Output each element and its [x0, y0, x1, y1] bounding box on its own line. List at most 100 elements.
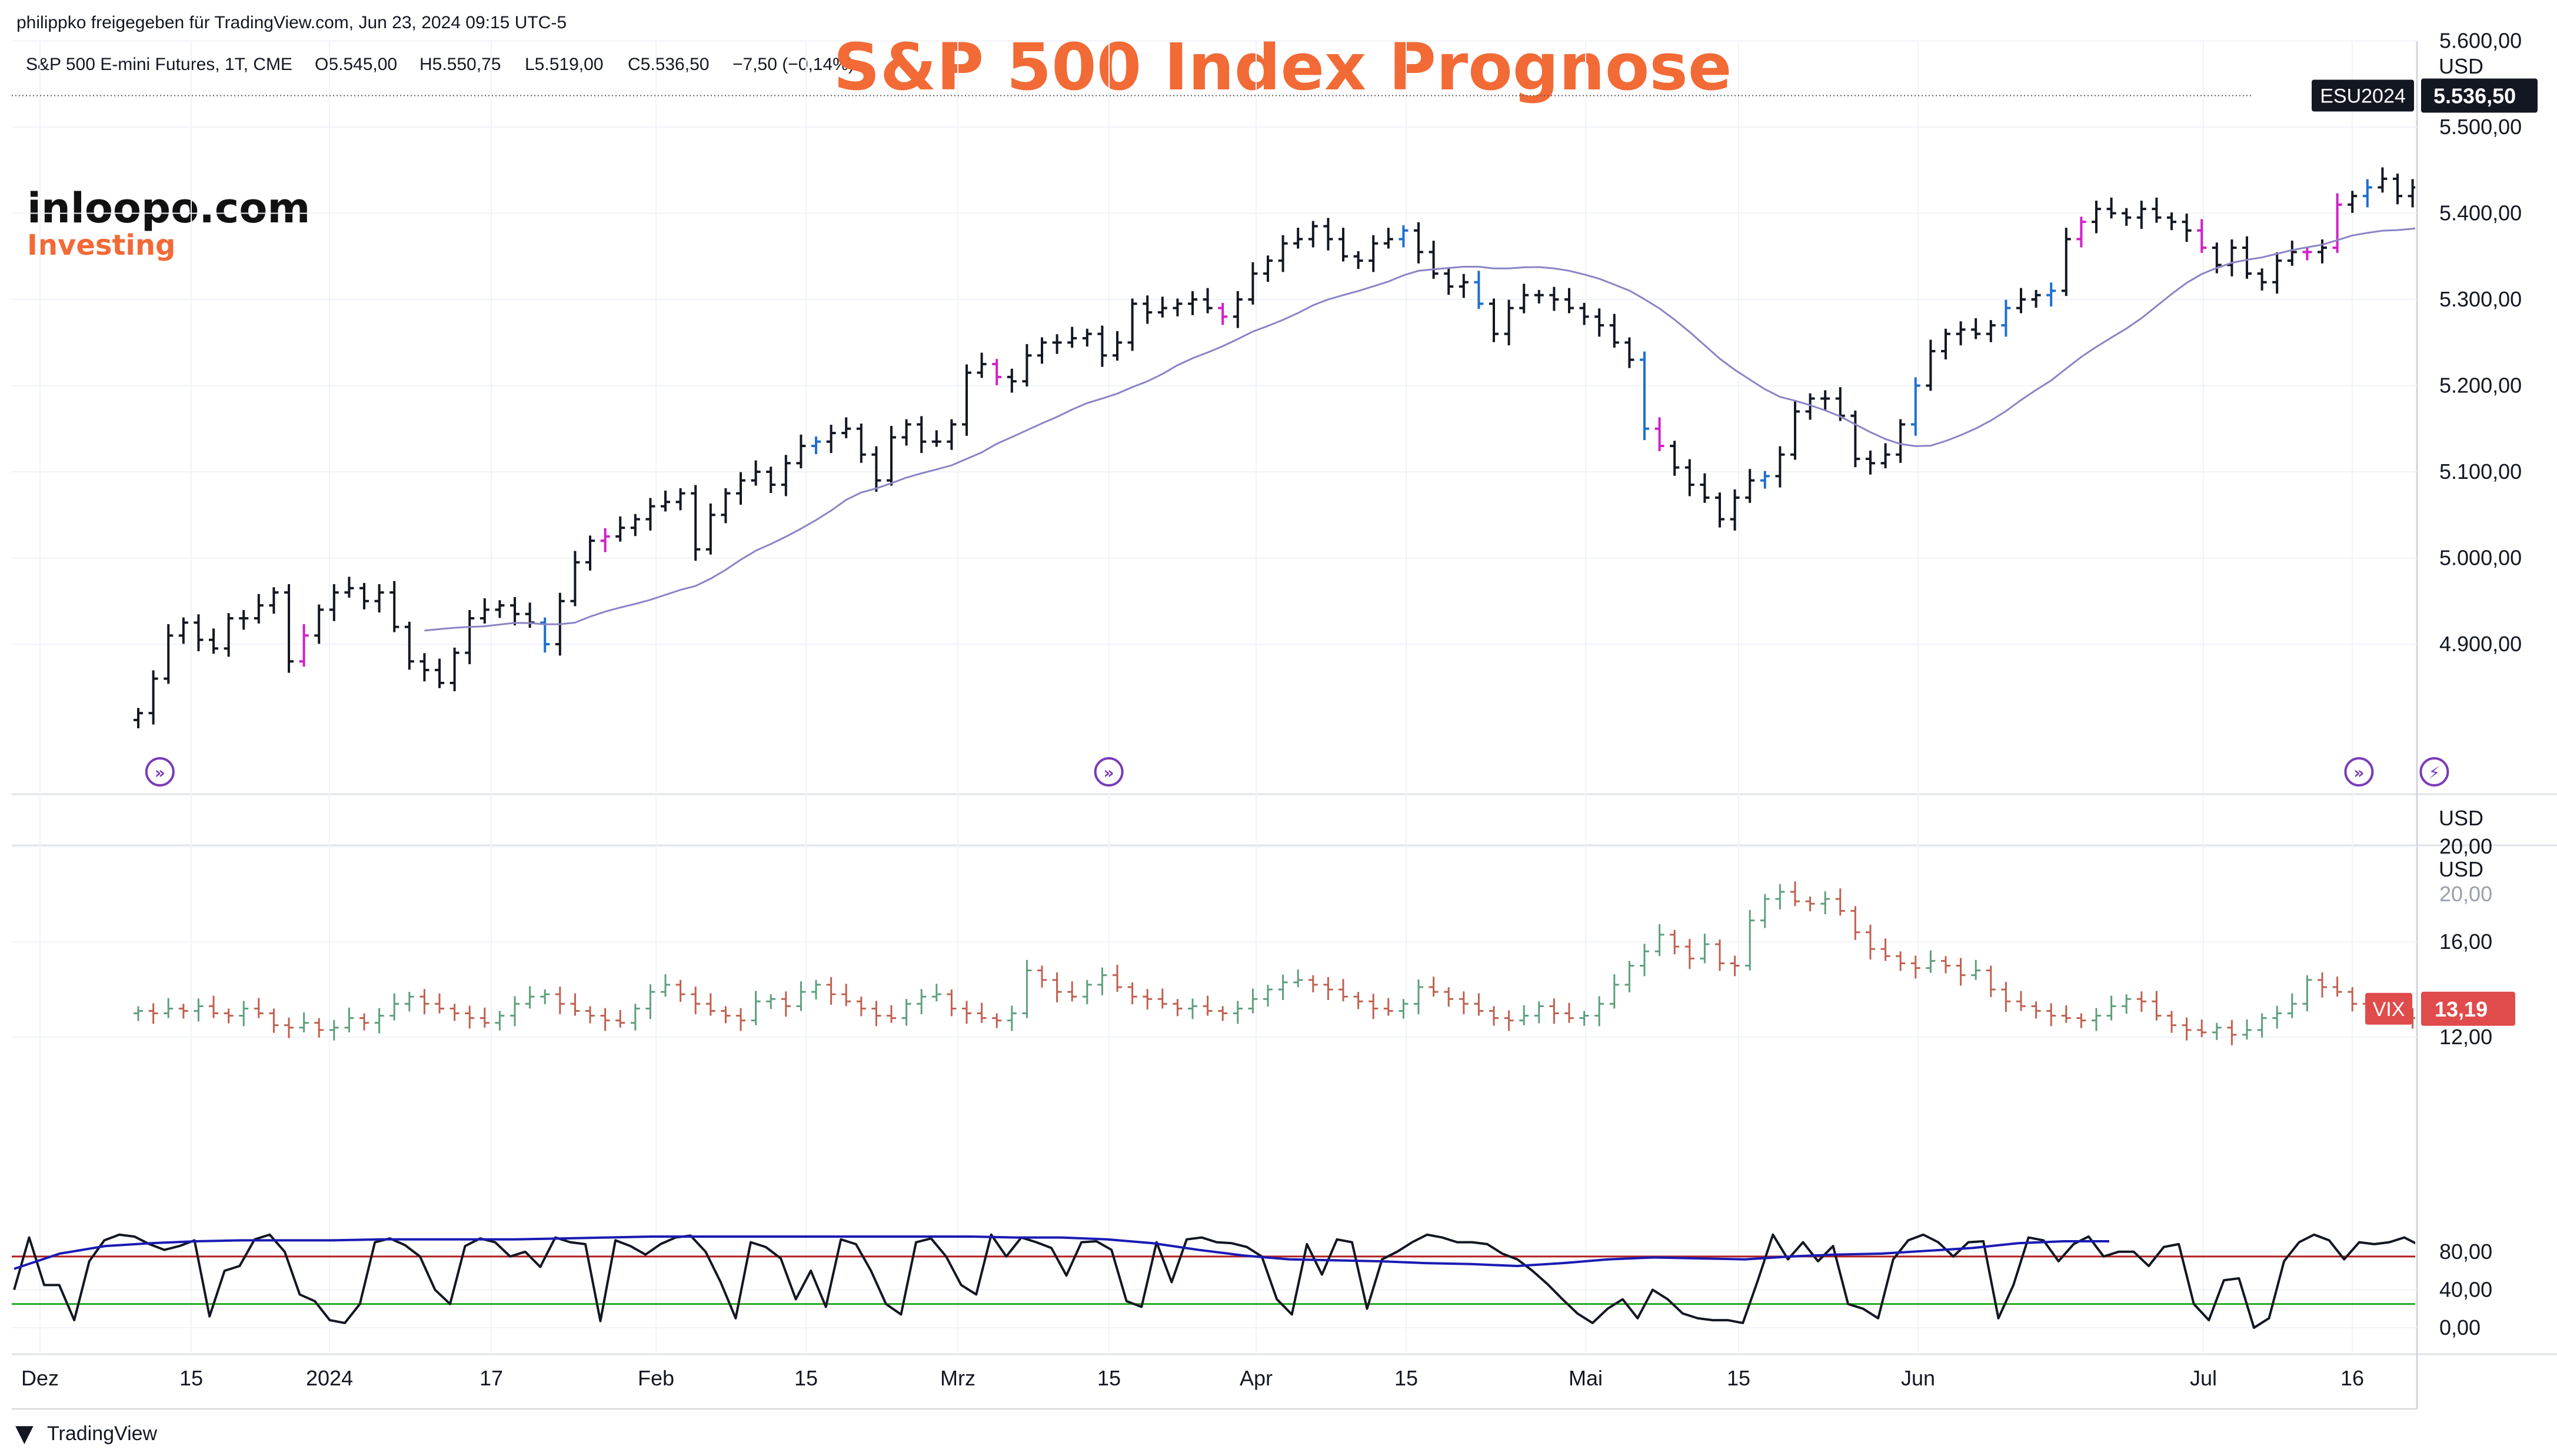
price-bar [419, 989, 430, 1015]
price-bar [1835, 888, 1845, 916]
forward-event-icon[interactable]: » [2344, 757, 2374, 787]
event-markers[interactable]: » » » ⚡ [145, 757, 2449, 787]
price-bar [826, 977, 836, 1005]
price-bar [2197, 219, 2207, 253]
price-bar [977, 1002, 987, 1023]
price-bar [239, 1001, 249, 1027]
price-bar [2227, 1019, 2237, 1045]
price-bar [134, 1006, 143, 1021]
price-bar [1369, 994, 1379, 1019]
price-bar [148, 1003, 158, 1024]
price-bar [374, 584, 384, 613]
price-bar [1880, 443, 1890, 469]
lightning-event-icon[interactable]: ⚡ [2419, 757, 2449, 787]
event-icon-ring [1094, 757, 1124, 787]
price-bar [1850, 906, 1860, 940]
price-bar [1308, 975, 1318, 992]
y-tick-label: 20,00 [2439, 834, 2492, 858]
price-bar [2182, 214, 2192, 242]
price-bar [841, 984, 851, 1007]
currency-label-main[interactable]: USD [2439, 54, 2483, 78]
price-bar [1399, 225, 1409, 248]
price-bar [901, 419, 911, 446]
price-bar [1986, 965, 1996, 997]
price-bar [1624, 337, 1634, 368]
vix-pane[interactable] [134, 881, 2557, 1045]
price-bar [344, 577, 354, 598]
price-bar [1218, 302, 1228, 325]
price-bar [962, 1001, 971, 1024]
price-bar [2272, 1005, 2282, 1029]
price-bar [887, 1005, 896, 1023]
price-bar [2046, 1003, 2056, 1027]
price-bar [1037, 965, 1047, 988]
price-pane[interactable] [12, 45, 2557, 728]
price-bar [2332, 193, 2342, 253]
x-tick-label: Jun [1901, 1366, 1935, 1390]
price-bar [1564, 288, 1574, 314]
event-icon-glyph: » [2353, 763, 2364, 782]
price-bar [630, 514, 640, 537]
price-bar [1941, 956, 1950, 974]
price-bar [1700, 934, 1710, 964]
x-tick-label: Dez [21, 1366, 59, 1390]
currency-label-vix[interactable]: USD [2439, 857, 2483, 881]
price-bar [1429, 977, 1439, 997]
x-tick-label: 2024 [306, 1366, 353, 1390]
price-bar [1248, 988, 1258, 1014]
forward-event-icon[interactable]: » [145, 757, 175, 787]
price-bar [1534, 1001, 1544, 1024]
x-tick-label: Mrz [940, 1366, 975, 1390]
price-bar [2016, 288, 2026, 314]
price-bar [1052, 972, 1062, 1002]
price-bar [585, 1006, 595, 1024]
price-bar [178, 1004, 188, 1019]
tradingview-logo-icon: ▼ [15, 1420, 34, 1447]
price-bar [510, 597, 520, 626]
price-bar [359, 1013, 369, 1031]
price-bar [269, 587, 279, 614]
price-bar [1143, 989, 1153, 1010]
price-bar [194, 998, 204, 1022]
price-bar [1127, 982, 1137, 1005]
price-bar [525, 986, 535, 1009]
price-bar [661, 490, 670, 512]
price-bar [359, 582, 369, 609]
price-bar [2543, 1020, 2553, 1043]
price-bar [947, 989, 957, 1017]
price-bar [2122, 208, 2132, 226]
price-bar [419, 653, 430, 682]
price-bar [2543, 76, 2553, 100]
price-bar [600, 1008, 610, 1031]
price-bar [2302, 975, 2312, 1012]
close-value: C5.536,50 [628, 55, 709, 74]
stochastic-pane[interactable] [12, 1233, 2509, 1329]
price-bar [1278, 974, 1288, 1000]
price-bar [1579, 302, 1589, 325]
price-bar [2318, 239, 2327, 264]
price-bar [1534, 289, 1544, 304]
price-bar [284, 584, 294, 673]
price-bar [1444, 268, 1454, 295]
forward-event-icon[interactable]: » [1094, 757, 1124, 787]
price-bar [1971, 959, 1981, 980]
price-bar [1775, 884, 1785, 909]
last-price-badge [2421, 78, 2538, 113]
price-bar [570, 993, 580, 1016]
price-bar [495, 1011, 505, 1031]
vix-symbol-badge-text: VIX [2373, 998, 2405, 1021]
price-bar [1730, 489, 1740, 531]
price-bar [1308, 221, 1318, 248]
currency-label-mid[interactable]: USD [2439, 806, 2483, 830]
price-bar [615, 516, 625, 542]
price-bar [209, 995, 218, 1018]
tradingview-brand[interactable]: ▼ TradingView [15, 1420, 158, 1447]
price-bar [977, 352, 987, 378]
x-tick-label: 15 [1394, 1366, 1418, 1390]
price-bar [465, 609, 475, 664]
price-bar [1986, 320, 1996, 342]
price-bar [705, 993, 715, 1016]
price-bar [194, 614, 204, 652]
price-bar [1866, 924, 1875, 959]
